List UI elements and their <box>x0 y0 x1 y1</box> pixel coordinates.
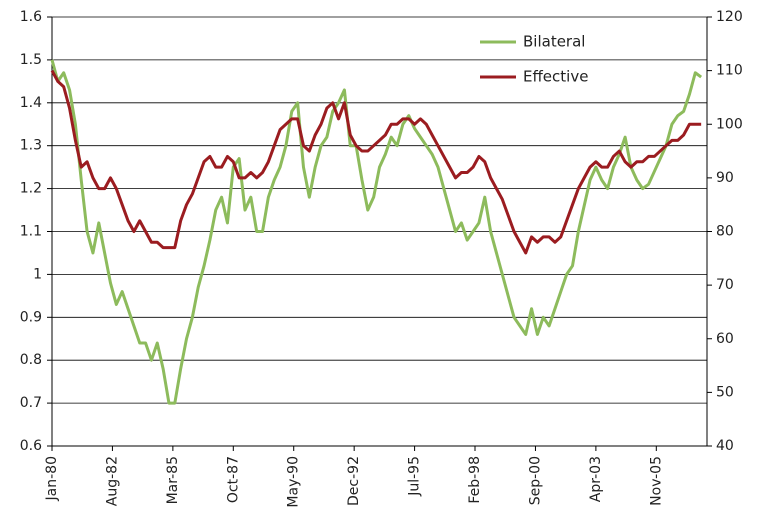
x-tick-label: Mar-85 <box>165 456 181 504</box>
x-tick-label: Sep-00 <box>527 456 543 505</box>
x-tick-label: Aug-82 <box>104 456 120 506</box>
y2-tick-label: 40 <box>716 438 734 454</box>
x-tick-label: Nov-05 <box>648 456 664 506</box>
y-tick-label: 1.3 <box>20 138 42 154</box>
y-tick-label: 0.6 <box>20 438 42 454</box>
y-tick-label: 1.4 <box>20 95 42 111</box>
x-tick-label: Oct-87 <box>225 456 241 503</box>
x-tick-label: Feb-98 <box>467 456 483 504</box>
series-line <box>50 59 703 405</box>
y-tick-label: 1.1 <box>20 224 42 240</box>
y2-tick-label: 60 <box>716 331 734 347</box>
x-tick-label: Jul-95 <box>407 456 423 497</box>
y-tick-label: 1.5 <box>20 52 42 68</box>
y-tick-label: 0.8 <box>20 352 42 368</box>
legend-label: Effective <box>523 68 588 86</box>
x-tick-label: Dec-92 <box>346 456 362 506</box>
y2-tick-label: 50 <box>716 384 734 400</box>
y-tick-label: 1.6 <box>20 9 42 25</box>
y2-tick-label: 110 <box>716 63 743 79</box>
legend-label: Bilateral <box>523 33 585 51</box>
y-tick-label: 1 <box>33 266 42 282</box>
x-tick-label: Jan-80 <box>44 456 60 501</box>
series-line <box>50 69 702 255</box>
y2-tick-label: 120 <box>716 9 743 25</box>
y2-tick-label: 100 <box>716 116 743 132</box>
y2-tick-label: 90 <box>716 170 734 186</box>
y2-tick-label: 80 <box>716 224 734 240</box>
y2-tick-label: 70 <box>716 277 734 293</box>
y-tick-label: 0.9 <box>20 309 42 325</box>
x-tick-label: May-90 <box>286 456 302 508</box>
y-tick-label: 1.2 <box>20 181 42 197</box>
x-tick-label: Apr-03 <box>588 456 604 502</box>
y-tick-label: 0.7 <box>20 395 42 411</box>
